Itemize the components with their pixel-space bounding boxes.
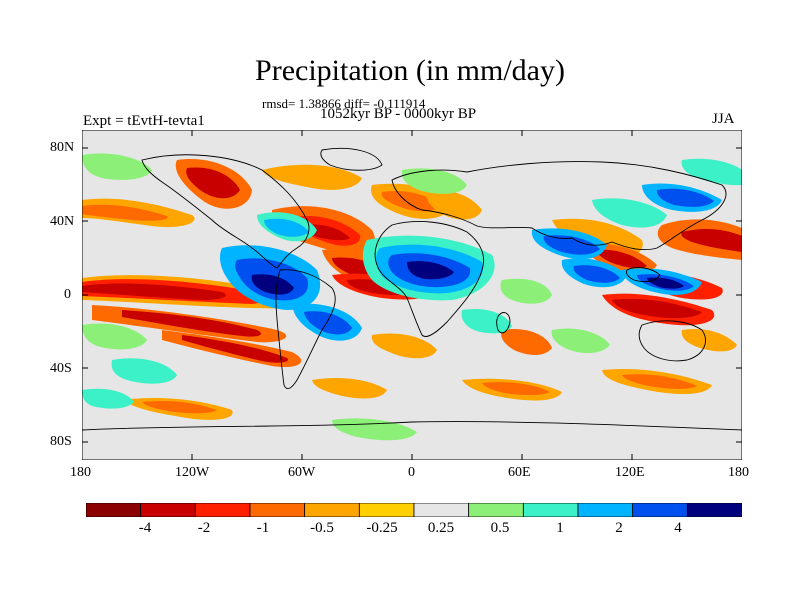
lat-label-40s: 40S	[50, 361, 72, 376]
lon-label-60e: 60E	[508, 465, 531, 480]
map-title: Precipitation (in mm/day)	[255, 54, 565, 87]
dry-anomaly-region	[122, 328, 737, 420]
antarctica-coastline	[82, 421, 742, 431]
experiment-label: Expt = tEvtH-tevta1	[83, 113, 205, 129]
dry-anomaly-region	[82, 159, 252, 228]
colorbar-swatch	[577, 503, 634, 517]
axis-ticks	[82, 130, 742, 460]
africa-coastline	[374, 221, 485, 337]
colorbar-label: 4	[674, 520, 682, 536]
colorbar-swatch	[632, 503, 688, 517]
lon-label-120e: 120E	[615, 465, 645, 480]
lat-label-0: 0	[64, 287, 71, 302]
colorbar-label: -0.25	[366, 520, 398, 536]
colorbar-swatch	[358, 503, 415, 517]
colorbar-swatch	[522, 503, 579, 517]
precipitation-map	[82, 130, 742, 460]
colorbar-swatch	[249, 503, 306, 517]
australia-coastline	[638, 320, 706, 362]
colorbar-label: 2	[615, 520, 623, 536]
dry-anomaly-region	[82, 275, 300, 309]
eurasia-coastline	[391, 161, 727, 251]
greenland-coastline	[320, 147, 383, 171]
lon-label-180w: 180	[70, 465, 91, 480]
coastlines	[82, 147, 742, 431]
colorbar-swatch	[86, 503, 142, 517]
north-america-coastline	[141, 154, 310, 269]
colorbar-label: 0.25	[427, 520, 455, 536]
lat-label-80n: 80N	[50, 140, 75, 155]
colorbar-label: -0.5	[310, 520, 334, 536]
madagascar-coastline	[496, 312, 511, 334]
lat-label-80s: 80S	[50, 434, 72, 449]
mild-wet-region	[82, 153, 742, 441]
colorbar-swatch	[304, 503, 360, 517]
maritime-continent-coastline	[625, 267, 661, 283]
colorbar-swatch	[413, 503, 470, 517]
south-america-coastline	[275, 269, 336, 390]
dry-anomaly-region	[92, 305, 302, 368]
colorbar-swatch	[140, 503, 196, 517]
lon-label-0: 0	[408, 465, 415, 480]
colorbar-swatch	[468, 503, 524, 517]
colorbar-swatch	[686, 503, 742, 517]
period-label: 1052kyr BP - 0000kyr BP	[320, 106, 477, 122]
colorbar-label: -2	[197, 520, 211, 536]
lon-label-60w: 60W	[288, 465, 316, 480]
colorbar-label: -4	[138, 520, 152, 536]
statistics-label: rmsd= 1.38866 diff= -0.111914	[262, 96, 426, 111]
colorbar-label: 0.5	[490, 520, 510, 536]
season-label: JJA	[712, 111, 735, 127]
colorbar-swatch	[194, 503, 251, 517]
wet-anomaly-region	[531, 183, 722, 295]
colorbar-label: 1	[556, 520, 564, 536]
colorbar-label: -1	[256, 520, 270, 536]
colorbar	[86, 503, 742, 517]
lat-label-40n: 40N	[50, 214, 75, 229]
lon-label-120w: 120W	[175, 465, 210, 480]
wet-anomaly-region	[257, 212, 317, 242]
lon-label-180e: 180	[728, 465, 749, 480]
wet-anomaly-region	[362, 235, 495, 301]
